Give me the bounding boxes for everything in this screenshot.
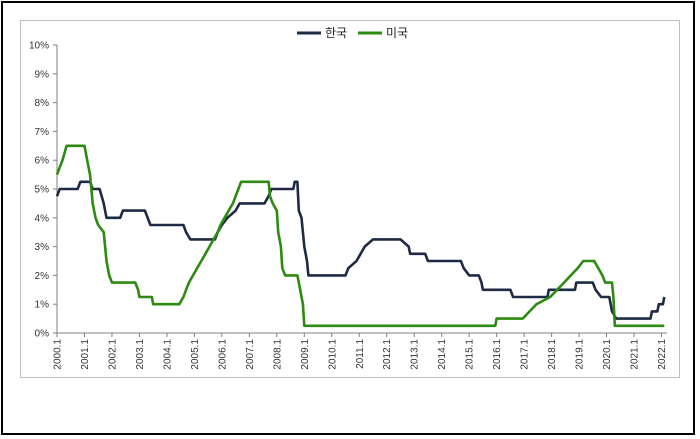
x-tick-label: 2000.1 [53,339,64,370]
y-tick-label: 0% [35,329,50,340]
y-axis: 0% 1% 2% 3% 4% 5% 6% 7% 8% 9% 10% [29,41,57,340]
legend-label-korea: 한국 [325,26,347,40]
x-tick-label: 2009.1 [300,339,311,370]
y-tick-label: 8% [35,98,50,109]
x-tick-label: 2012.1 [382,339,393,370]
legend-label-usa: 미국 [386,26,408,40]
x-tick-label: 2011.1 [355,339,366,369]
x-tick-label: 2007.1 [245,339,256,370]
y-tick-label: 4% [35,213,50,224]
chart-area-border [20,20,680,378]
y-tick-label: 5% [35,185,50,196]
x-tick-label: 2022.1 [657,339,668,370]
y-tick-label: 9% [35,69,50,80]
y-tick-label: 2% [35,271,50,282]
x-tick-label: 2017.1 [520,339,531,370]
x-tick-label: 2001.1 [80,339,91,370]
y-tick-label: 1% [35,300,50,311]
x-tick-label: 2013.1 [410,339,421,370]
x-axis: 2000.1 2001.1 2002.1 2003.1 2004.1 2005.1 2006… [53,333,668,370]
x-tick-label: 2020.1 [602,339,613,370]
x-tick-label: 2015.1 [465,339,476,370]
y-tick-label: 3% [35,242,50,253]
y-tick-label: 10% [29,41,49,52]
axis-lines [56,45,667,334]
series-line-korea [55,180,666,320]
x-tick-label: 2010.1 [327,339,338,370]
series-line-usa [55,144,665,328]
x-tick-label: 2006.1 [217,339,228,370]
x-tick-label: 2016.1 [492,339,503,370]
x-tick-label: 2004.1 [162,339,173,370]
x-tick-label: 2008.1 [272,339,283,370]
y-tick-label: 7% [35,127,50,138]
series-lines [55,144,666,328]
x-tick-label: 2018.1 [547,339,558,370]
x-tick-label: 2021.1 [630,339,641,370]
x-tick-label: 2003.1 [135,339,146,370]
x-tick-label: 2019.1 [575,339,586,370]
x-tick-label: 2002.1 [107,339,118,370]
x-tick-label: 2014.1 [437,339,448,370]
y-tick-label: 6% [35,156,50,167]
legend: 한국 미국 [297,26,408,40]
x-tick-label: 2005.1 [190,339,201,370]
